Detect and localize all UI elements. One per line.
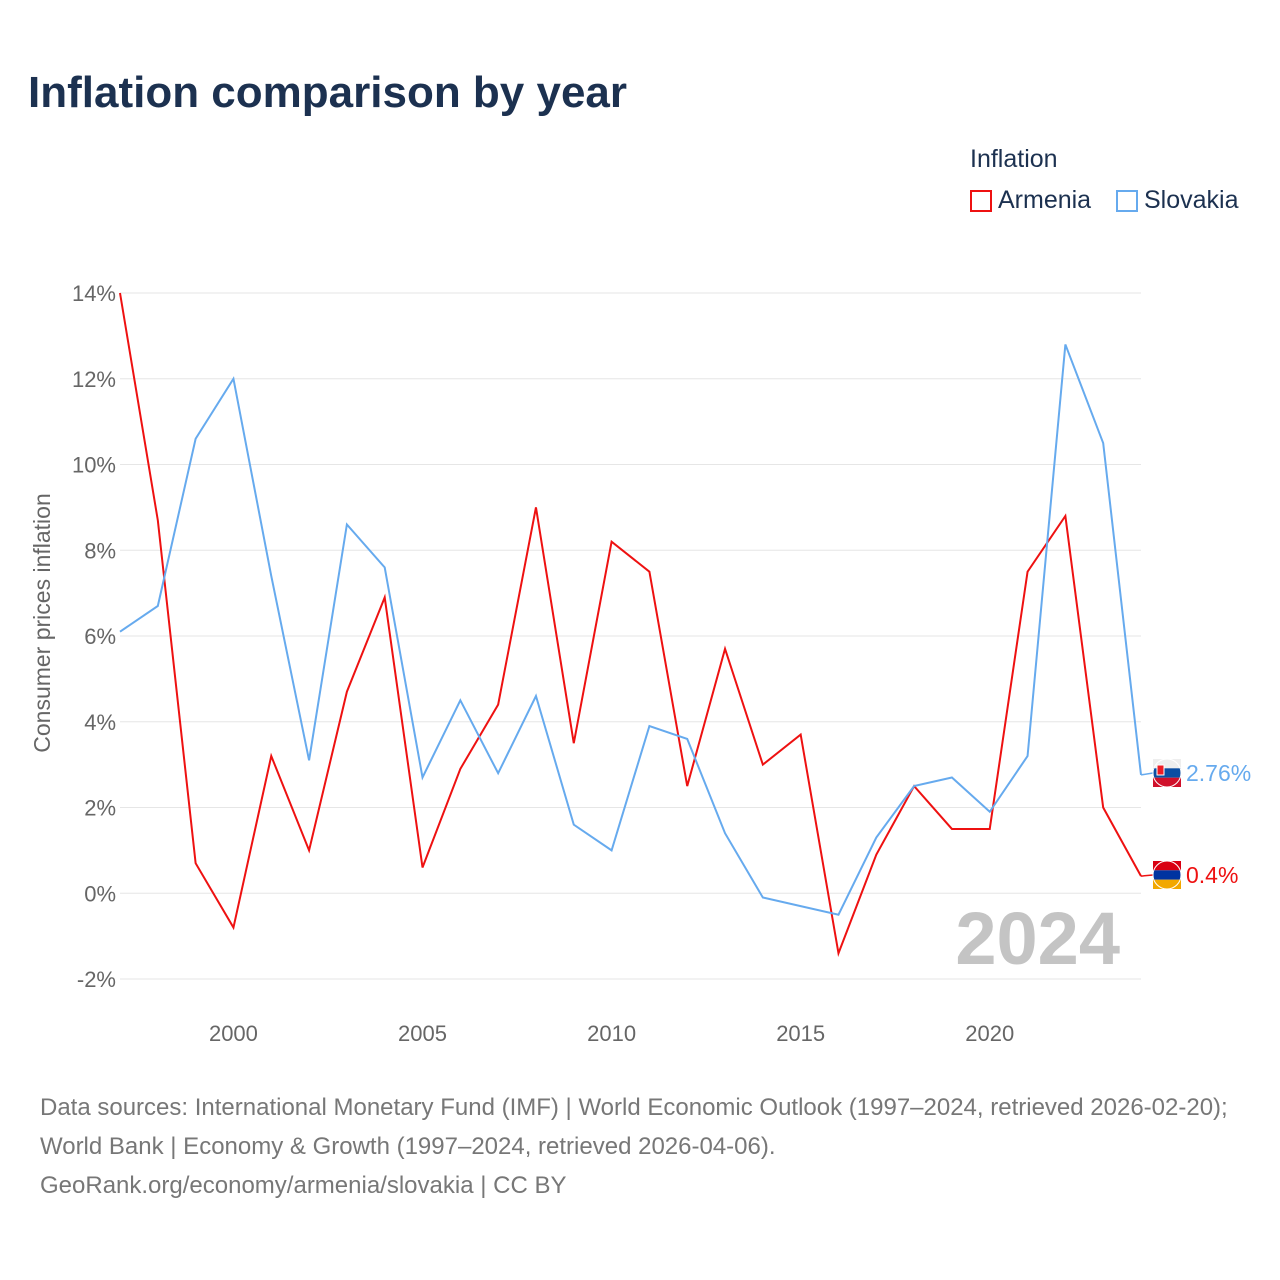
year-watermark: 2024 bbox=[955, 897, 1120, 980]
flag-armenia-icon bbox=[1152, 860, 1182, 890]
flag-stripe bbox=[1153, 861, 1181, 871]
legend-item-armenia[interactable]: Armenia bbox=[970, 186, 1091, 215]
flag-stripe bbox=[1153, 870, 1181, 880]
flag-stripe bbox=[1153, 759, 1181, 769]
legend-swatch bbox=[1116, 189, 1138, 212]
series-line-armenia bbox=[119, 292, 1142, 958]
x-tick-label: 2015 bbox=[776, 1021, 825, 1046]
end-value-label: 2.76% bbox=[1186, 760, 1251, 786]
series-line-slovakia bbox=[119, 344, 1142, 916]
legend-swatch bbox=[970, 189, 992, 212]
y-tick-label: 2% bbox=[84, 796, 116, 821]
flag-stripe bbox=[1153, 777, 1181, 787]
end-value-label: 0.4% bbox=[1186, 862, 1238, 888]
flag-slovakia-icon bbox=[1152, 758, 1182, 788]
y-tick-label: 4% bbox=[84, 710, 116, 735]
source-url: GeoRank.org/economy/armenia/slovakia | C… bbox=[40, 1172, 567, 1199]
source-note: Data sources: International Monetary Fun… bbox=[40, 1088, 1250, 1205]
flag-stripe bbox=[1153, 879, 1181, 889]
source-line: Data sources: International Monetary Fun… bbox=[40, 1094, 1228, 1160]
x-tick-label: 2020 bbox=[965, 1021, 1014, 1046]
legend-title: Inflation bbox=[970, 145, 1058, 173]
y-tick-label: -2% bbox=[77, 967, 116, 992]
chart-title: Inflation comparison by year bbox=[28, 68, 628, 117]
flag-stripe bbox=[1153, 768, 1181, 778]
y-tick-label: 6% bbox=[84, 624, 116, 649]
legend-item-slovakia[interactable]: Slovakia bbox=[1116, 186, 1239, 215]
label-connector bbox=[1140, 874, 1154, 877]
y-tick-label: 12% bbox=[72, 367, 116, 392]
legend-label: Armenia bbox=[998, 186, 1092, 214]
x-tick-label: 2010 bbox=[587, 1021, 636, 1046]
legend-label: Slovakia bbox=[1144, 186, 1239, 214]
y-tick-label: 14% bbox=[72, 281, 116, 306]
flag-emblem bbox=[1156, 764, 1165, 776]
label-connector bbox=[1140, 772, 1154, 776]
y-tick-label: 0% bbox=[84, 881, 116, 906]
y-tick-label: 8% bbox=[84, 538, 116, 563]
y-tick-label: 10% bbox=[72, 453, 116, 478]
x-tick-label: 2005 bbox=[398, 1021, 447, 1046]
x-tick-label: 2000 bbox=[209, 1021, 258, 1046]
y-axis-label: Consumer prices inflation bbox=[29, 493, 55, 753]
